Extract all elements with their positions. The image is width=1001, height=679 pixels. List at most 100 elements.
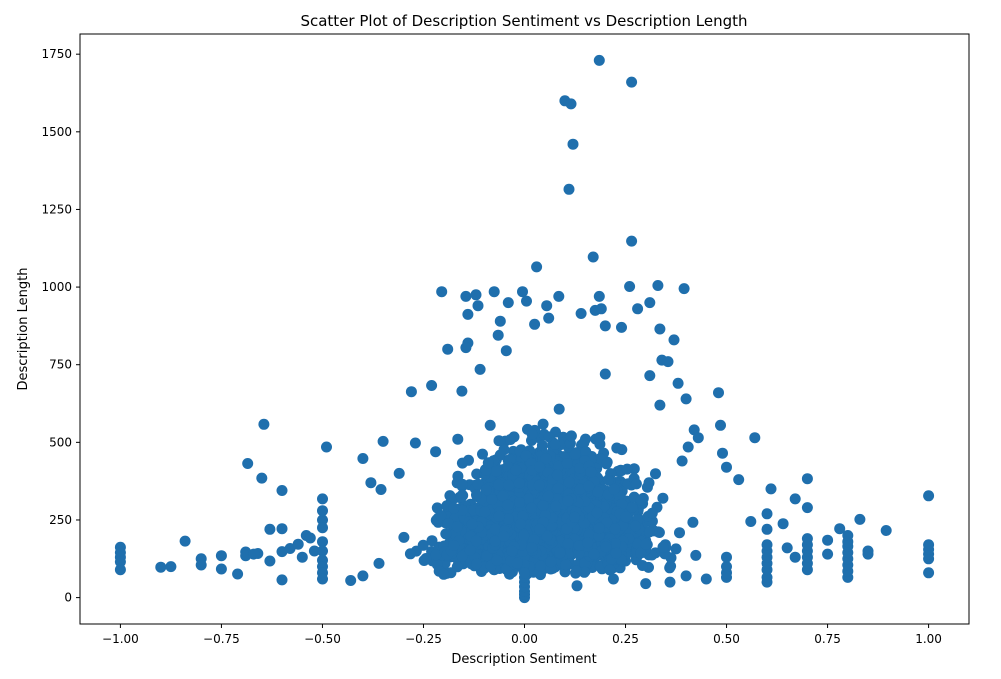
scatter-point xyxy=(600,541,612,553)
scatter-point xyxy=(560,559,572,571)
scatter-point xyxy=(114,556,126,568)
scatter-point xyxy=(822,548,834,560)
scatter-point xyxy=(721,561,732,573)
scatter-point xyxy=(593,290,605,302)
scatter-point xyxy=(674,527,685,539)
scatter-point xyxy=(537,418,549,430)
scatter-point xyxy=(640,578,652,590)
scatter-point xyxy=(513,477,525,489)
scatter-point xyxy=(502,513,514,525)
scatter-point xyxy=(672,377,684,389)
scatter-point xyxy=(493,435,505,447)
scatter-point xyxy=(541,530,553,542)
y-tick-label: 1250 xyxy=(41,202,72,216)
scatter-point xyxy=(657,492,669,504)
scatter-point xyxy=(761,539,773,551)
scatter-point xyxy=(345,575,357,586)
scatter-point xyxy=(195,559,207,571)
scatter-point xyxy=(426,535,438,547)
scatter-point xyxy=(430,446,442,458)
scatter-point xyxy=(630,520,641,532)
scatter-point xyxy=(657,541,669,553)
scatter-point xyxy=(569,511,580,523)
y-tick-label: 1750 xyxy=(41,47,72,61)
scatter-point xyxy=(561,458,573,469)
scatter-point xyxy=(631,538,643,550)
scatter-point xyxy=(531,261,543,273)
scatter-point xyxy=(375,484,387,495)
scatter-point xyxy=(435,510,447,522)
scatter-point xyxy=(700,573,712,585)
scatter-point xyxy=(611,442,623,454)
scatter-point xyxy=(582,537,594,549)
scatter-point xyxy=(258,418,270,430)
y-tick-label: 750 xyxy=(49,358,72,372)
scatter-point xyxy=(717,447,728,459)
scatter-point xyxy=(682,441,694,453)
scatter-point xyxy=(404,548,416,560)
scatter-point xyxy=(456,478,468,490)
scatter-point xyxy=(676,455,688,467)
scatter-point xyxy=(569,448,581,460)
scatter-point xyxy=(652,280,664,291)
y-axis-label: Description Length xyxy=(16,267,31,390)
scatter-point xyxy=(479,506,491,518)
scatter-point xyxy=(317,505,328,517)
scatter-point xyxy=(593,530,605,542)
scatter-point xyxy=(500,345,512,357)
scatter-point xyxy=(264,555,276,567)
scatter-point xyxy=(553,290,565,302)
scatter-point xyxy=(505,434,516,445)
scatter-point xyxy=(640,538,652,550)
scatter-point xyxy=(733,474,745,486)
scatter-point xyxy=(862,545,874,557)
scatter-point xyxy=(620,511,632,523)
scatter-point xyxy=(502,297,514,309)
scatter-point xyxy=(471,558,483,570)
scatter-point xyxy=(522,493,534,505)
scatter-point xyxy=(668,334,680,346)
scatter-point xyxy=(477,448,488,460)
scatter-point xyxy=(592,486,604,498)
scatter-point xyxy=(452,433,464,445)
scatter-point xyxy=(665,560,677,572)
scatter-point xyxy=(834,523,846,535)
chart-title: Scatter Plot of Description Sentiment vs… xyxy=(300,12,747,30)
scatter-point xyxy=(491,554,503,566)
scatter-point xyxy=(460,290,472,302)
scatter-point xyxy=(550,500,562,512)
scatter-point xyxy=(854,513,866,525)
scatter-point xyxy=(822,534,834,546)
scatter-point xyxy=(680,393,692,405)
scatter-point xyxy=(571,565,582,577)
scatter-point xyxy=(765,483,777,495)
scatter-point xyxy=(626,235,638,247)
scatter-point xyxy=(713,387,724,399)
scatter-point xyxy=(497,490,509,502)
scatter-point xyxy=(276,523,288,535)
scatter-point xyxy=(715,419,726,431)
scatter-point xyxy=(503,479,515,491)
scatter-point xyxy=(777,518,789,530)
scatter-point xyxy=(595,303,607,315)
scatter-point xyxy=(179,535,191,547)
scatter-point xyxy=(604,564,616,576)
scatter-point xyxy=(436,286,448,298)
scatter-point xyxy=(552,482,564,494)
scatter-point xyxy=(594,431,606,443)
scatter-point xyxy=(573,548,585,560)
scatter-point xyxy=(442,343,454,355)
scatter-point xyxy=(502,499,514,511)
scatter-point xyxy=(588,548,600,560)
scatter-point xyxy=(541,300,553,312)
scatter-point xyxy=(923,567,935,579)
scatter-point xyxy=(215,563,227,575)
scatter-point xyxy=(680,570,692,582)
scatter-point xyxy=(554,547,566,559)
scatter-point xyxy=(540,453,552,465)
scatter-point xyxy=(565,98,577,110)
scatter-point xyxy=(493,510,505,522)
scatter-point xyxy=(489,523,501,535)
scatter-point xyxy=(472,478,484,490)
scatter-point xyxy=(490,465,502,477)
